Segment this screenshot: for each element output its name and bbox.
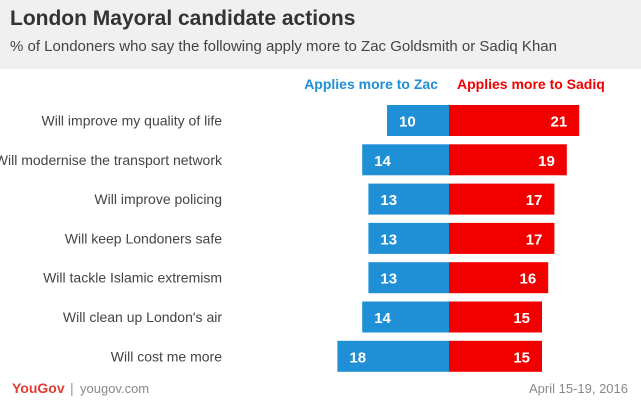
bar-chart: Will improve my quality of life 10 21 Will … [0,105,580,372]
footer-site: yougov.com [80,381,150,396]
footer-divider: | [70,380,74,396]
data-label-zac: 13 [380,192,397,209]
data-label-zac: 18 [349,349,366,366]
bar-zac [362,301,449,333]
data-label-sadiq: 15 [513,310,530,327]
bar-sadiq [449,262,549,294]
category-label: Will modernise the transport network [0,152,223,168]
data-label-sadiq: 17 [526,192,543,209]
category-label: Will cost me more [111,348,222,364]
legend-sadiq: Applies more to Sadiq [457,76,605,92]
data-label-zac: 13 [380,271,397,288]
bar-sadiq [449,222,555,254]
bar-zac [368,262,449,294]
data-label-zac: 14 [374,310,391,327]
bar-zac [337,340,449,372]
data-label-zac: 14 [374,153,391,170]
footer-date: April 15-19, 2016 [528,381,628,396]
bar-sadiq [449,105,580,136]
header-band: London Mayoral candidate actions % of Lo… [0,0,641,69]
legend-zac: Applies more to Zac [304,76,438,92]
bar-zac [368,183,449,215]
data-label-sadiq: 15 [513,349,530,366]
data-label-sadiq: 17 [526,231,543,248]
bar-sadiq [449,183,555,215]
yougov-logo: YouGov [12,380,65,396]
data-label-zac: 10 [399,114,416,131]
chart-subtitle: % of Londoners who say the following app… [10,38,557,55]
data-label-sadiq: 19 [538,153,555,170]
category-label: Will clean up London's air [63,309,222,325]
category-label: Will tackle Islamic extremism [43,270,222,286]
category-label: Will keep Londoners safe [65,230,222,246]
bar-sadiq [449,144,567,176]
category-label: Will improve policing [94,191,222,207]
data-label-sadiq: 21 [551,114,568,131]
bar-zac [368,222,449,254]
bar-sadiq [449,340,542,372]
category-label: Will improve my quality of life [42,113,223,129]
data-label-sadiq: 16 [520,271,537,288]
bar-zac [362,144,449,176]
data-label-zac: 13 [380,231,397,248]
chart-title: London Mayoral candidate actions [10,7,356,30]
bar-zac [387,105,449,136]
bar-sadiq [449,301,542,333]
